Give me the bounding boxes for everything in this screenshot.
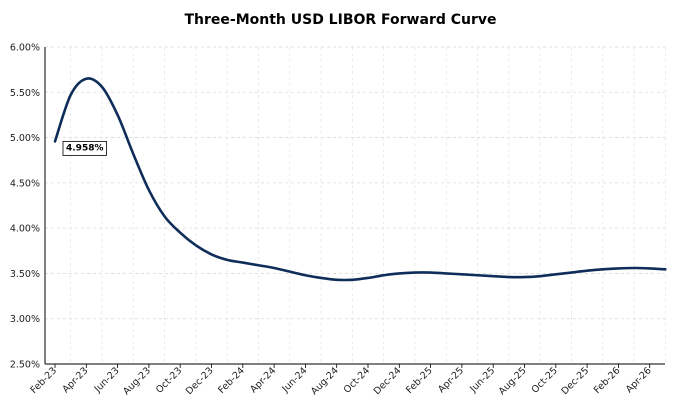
y-axis-tick-labels: 6.00% 5.50% 5.00% 4.50% 4.00% 3.50% 3.00% 2.50% — [10, 43, 40, 371]
x-tick-label: Dec-24 — [372, 365, 404, 397]
x-tick-label: Apr-23 — [60, 365, 90, 395]
x-tick-label: Jun-24 — [280, 365, 310, 395]
data-label-text: 4.958% — [66, 143, 104, 153]
grid-lines — [45, 46, 666, 364]
x-tick-label: Apr-26 — [624, 365, 654, 395]
x-tick-label: Feb-24 — [216, 365, 247, 396]
x-tick-label: Oct-24 — [342, 365, 372, 395]
x-tick-label: Feb-26 — [592, 365, 623, 396]
x-axis-tick-marks — [54, 364, 651, 368]
chart-title: Three-Month USD LIBOR Forward Curve — [184, 12, 497, 28]
y-tick-label: 4.50% — [10, 178, 40, 189]
data-label-first-point: 4.958% — [62, 140, 107, 156]
x-tick-label: Oct-25 — [530, 365, 560, 395]
x-tick-label: Aug-25 — [497, 365, 529, 397]
x-tick-label: Apr-24 — [248, 365, 278, 395]
y-tick-label: 6.00% — [10, 43, 40, 54]
x-tick-label: Apr-25 — [436, 365, 466, 395]
x-tick-label: Aug-23 — [121, 365, 153, 397]
x-axis-tick-labels: Feb-23 Apr-23 Jun-23 Aug-23 Oct-23 Dec-23 Feb-… — [28, 365, 653, 397]
x-tick-label: Dec-25 — [559, 365, 591, 397]
y-tick-label: 5.50% — [10, 88, 40, 99]
y-tick-label: 2.50% — [10, 360, 40, 371]
y-tick-label: 5.00% — [10, 133, 40, 144]
y-tick-label: 4.00% — [10, 224, 40, 235]
series-line — [53, 77, 667, 282]
data-label-box — [62, 140, 107, 156]
x-tick-label: Jun-25 — [467, 365, 497, 395]
x-tick-label: Oct-23 — [154, 365, 184, 395]
x-tick-label: Aug-24 — [309, 365, 341, 397]
y-tick-label: 3.00% — [10, 314, 40, 325]
x-tick-label: Jun-23 — [92, 365, 122, 395]
x-tick-label: Dec-23 — [184, 365, 216, 397]
x-tick-label: Feb-25 — [404, 365, 435, 396]
y-tick-label: 3.50% — [10, 269, 40, 280]
